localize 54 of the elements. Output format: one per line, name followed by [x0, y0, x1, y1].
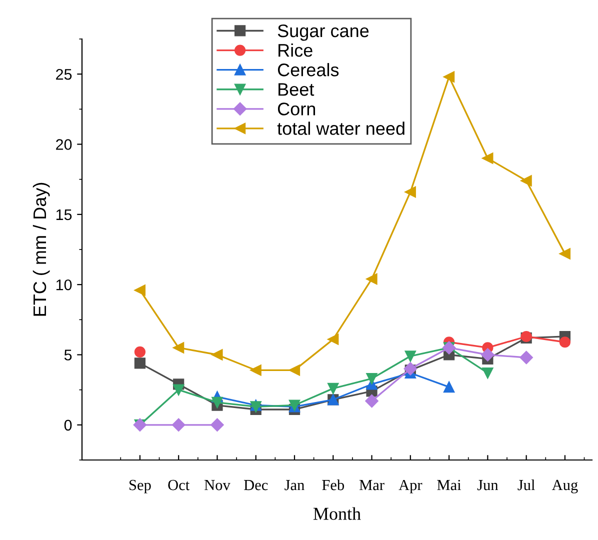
- x-tick-label: Apr: [398, 480, 422, 494]
- point: [250, 364, 262, 376]
- point: [404, 362, 417, 376]
- point: [366, 373, 378, 384]
- point: [559, 248, 571, 260]
- x-tick-label: Nov: [204, 480, 230, 490]
- point: [482, 152, 494, 164]
- y-tick-label: 25: [56, 68, 72, 80]
- point: [404, 186, 416, 198]
- point: [288, 364, 300, 376]
- point: [559, 336, 571, 348]
- x-tick-label: Mai: [437, 480, 462, 490]
- legend-label: Cereals: [278, 63, 339, 76]
- point: [210, 418, 224, 432]
- x-tick-label: Oct: [168, 480, 190, 490]
- point: [172, 418, 186, 432]
- point: [328, 334, 339, 345]
- y-tick-label: 15: [56, 209, 72, 220]
- x-tick-label: Aug: [552, 480, 578, 494]
- y-tick-label: 0: [64, 420, 72, 431]
- point: [443, 71, 455, 82]
- legend-label: total water need: [277, 122, 404, 135]
- x-tick-label: Dec: [244, 480, 268, 490]
- point: [366, 273, 378, 285]
- point: [134, 358, 146, 369]
- point: [212, 396, 223, 408]
- point: [134, 346, 146, 358]
- x-tick-label: Jan: [284, 480, 304, 490]
- x-tick-label: Jul: [518, 479, 535, 490]
- point: [481, 348, 494, 362]
- y-tick-label: 5: [64, 350, 72, 360]
- point: [520, 175, 532, 186]
- legend-label: Beet: [278, 83, 314, 96]
- legend-label: Corn: [278, 102, 316, 116]
- point: [482, 367, 494, 379]
- point: [328, 382, 339, 394]
- point: [404, 350, 416, 362]
- point: [173, 342, 184, 354]
- x-tick-label: Sep: [130, 480, 151, 494]
- point: [173, 384, 184, 396]
- point: [443, 381, 455, 393]
- y-tick-label: 20: [56, 139, 72, 150]
- x-tick-label: Jun: [477, 480, 498, 490]
- legend-label: Sugar cane: [278, 24, 369, 41]
- x-tick-label: Feb: [322, 479, 344, 490]
- x-axis-title: Month: [313, 507, 361, 520]
- y-axis-title: ETC ( mm / Day): [32, 182, 50, 316]
- point: [365, 394, 378, 408]
- point: [520, 350, 533, 364]
- legend-label: Rice: [278, 44, 312, 57]
- point: [134, 284, 146, 296]
- x-tick-label: Mar: [359, 480, 384, 490]
- point: [212, 349, 223, 360]
- y-tick-label: 10: [56, 279, 72, 290]
